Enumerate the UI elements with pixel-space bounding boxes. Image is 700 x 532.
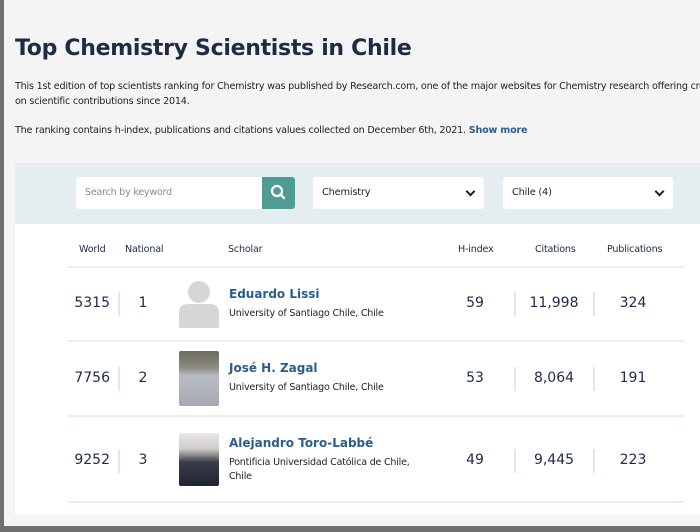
- col-citations[interactable]: Citations: [535, 244, 576, 255]
- col-publications[interactable]: Publications: [607, 244, 663, 255]
- separator: [118, 449, 120, 473]
- intro-text: This 1st edition of top scientists ranki…: [15, 81, 700, 92]
- discipline-select[interactable]: Chemistry: [313, 177, 484, 209]
- separator: [118, 292, 120, 316]
- show-more-link[interactable]: Show more: [468, 125, 528, 136]
- search-icon: [270, 184, 286, 200]
- publications: 223: [619, 452, 647, 468]
- national-rank: 2: [138, 370, 148, 386]
- citations: 11,998: [529, 295, 579, 311]
- divider: [67, 501, 684, 503]
- page-title: Top Chemistry Scientists in Chile: [15, 36, 412, 61]
- national-rank: 1: [138, 295, 148, 311]
- national-rank: 3: [138, 452, 148, 468]
- affiliation: University of Santiago Chile, Chile: [229, 308, 384, 319]
- divider: [67, 415, 684, 417]
- world-rank: 5315: [74, 295, 110, 311]
- page: Top Chemistry Scientists in Chile This 1…: [4, 0, 700, 526]
- user-placeholder-icon: [179, 281, 219, 328]
- separator: [593, 449, 595, 473]
- col-world[interactable]: World: [79, 244, 106, 255]
- scholar-name-link[interactable]: José H. Zagal: [229, 361, 318, 375]
- separator: [118, 367, 120, 391]
- divider: [67, 340, 684, 342]
- separator: [593, 367, 595, 391]
- world-rank: 9252: [74, 452, 110, 468]
- world-rank: 7756: [74, 370, 110, 386]
- scholar-photo: [179, 351, 219, 406]
- col-national[interactable]: National: [125, 244, 164, 255]
- search-input[interactable]: Search by keyword: [76, 177, 263, 209]
- citations: 9,445: [533, 452, 575, 468]
- intro-text-2: on scientific contributions since 2014.: [15, 96, 190, 107]
- hindex: 49: [466, 452, 484, 468]
- scholar-name-link[interactable]: Alejandro Toro-Labbé: [229, 436, 374, 450]
- scholar-name-link[interactable]: Eduardo Lissi: [229, 287, 320, 301]
- scholar-photo: [179, 433, 219, 486]
- publications: 191: [619, 370, 647, 386]
- chevron-down-icon: [465, 186, 476, 197]
- col-hindex[interactable]: H-index: [458, 244, 494, 255]
- avatar: [179, 278, 219, 328]
- intro-text-3: The ranking contains h-index, publicatio…: [15, 125, 528, 136]
- search-button[interactable]: [262, 177, 295, 209]
- hindex: 53: [466, 370, 484, 386]
- ranking-table: [15, 224, 700, 515]
- col-scholar: Scholar: [228, 244, 263, 255]
- separator: [514, 367, 516, 391]
- hindex: 59: [466, 295, 484, 311]
- country-select[interactable]: Chile (4): [503, 177, 673, 209]
- separator: [514, 292, 516, 316]
- affiliation: University of Santiago Chile, Chile: [229, 382, 384, 393]
- publications: 324: [619, 295, 647, 311]
- separator: [514, 449, 516, 473]
- ranking-note: The ranking contains h-index, publicatio…: [15, 125, 466, 136]
- chevron-down-icon: [654, 186, 665, 197]
- discipline-value: Chemistry: [322, 187, 371, 198]
- country-value: Chile (4): [512, 187, 552, 198]
- divider: [67, 266, 684, 268]
- citations: 8,064: [533, 370, 575, 386]
- affiliation: Pontificia Universidad Católica de Chile…: [229, 457, 410, 482]
- separator: [593, 292, 595, 316]
